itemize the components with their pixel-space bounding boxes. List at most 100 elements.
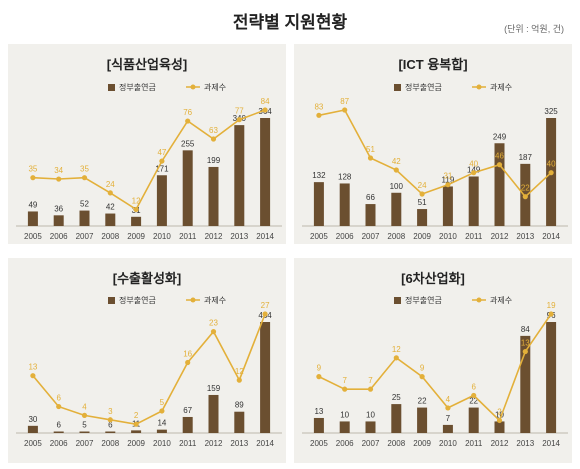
line-value-label: 12: [132, 196, 141, 205]
line-point: [81, 175, 88, 181]
bar-value-label: 171: [155, 164, 169, 173]
x-tick-label: 2011: [465, 232, 483, 241]
line-value-label: 2: [134, 411, 139, 420]
line-point: [159, 408, 165, 414]
line-point: [30, 175, 36, 181]
x-tick-label: 2006: [50, 439, 68, 448]
line-point: [81, 412, 88, 418]
x-tick-label: 2007: [76, 232, 94, 241]
line-value-label: 24: [106, 180, 115, 189]
line-point: [419, 374, 425, 380]
line-point: [107, 190, 113, 196]
x-tick-label: 2005: [310, 232, 328, 241]
series-line-path: [32, 313, 266, 426]
line-value-label: 5: [160, 398, 165, 407]
line-point: [471, 170, 477, 176]
bar-value-label: 10: [495, 410, 504, 419]
series-bars: 132 128 66 100 51 119 149 249 187 325: [312, 107, 558, 226]
line-point: [236, 117, 242, 123]
chart-title: [6차산업화]: [401, 271, 465, 286]
bar-value-label: 119: [442, 175, 455, 184]
chart-svg: [식품산업육성]정부출연금과제수493652423117125519934036…: [16, 57, 282, 241]
x-tick-label: 2014: [256, 439, 274, 448]
legend-label-bar: 정부출연금: [119, 82, 156, 92]
line-value-label: 3: [108, 407, 113, 416]
line-point: [236, 377, 242, 383]
line-value-label: 84: [261, 97, 270, 106]
legend-label-line: 과제수: [204, 83, 226, 92]
series-line-path: [318, 313, 552, 422]
bar-value-label: 7: [446, 414, 451, 423]
series-bars: 13 10 10 25 22 7 22 10 84 9 6: [313, 311, 557, 433]
bar: [208, 394, 219, 433]
x-tick-label: 2010: [439, 439, 457, 448]
bar: [131, 430, 142, 433]
bar-value-label: 6: [108, 421, 113, 430]
bar-value-label: 51: [418, 198, 427, 207]
line-point: [548, 311, 554, 317]
line-value-label: 6: [56, 394, 61, 403]
line-point: [262, 311, 268, 317]
series-line-path: [318, 109, 552, 198]
line-value-label: 31: [443, 172, 452, 181]
series-line: 9 7 7 12 9 4 6 2 13 19: [316, 301, 556, 424]
line-point: [419, 191, 425, 197]
line-value-label: 9: [317, 364, 322, 373]
bar: [105, 431, 116, 433]
line-value-label: 63: [209, 126, 218, 135]
x-tick-label: 2005: [24, 439, 42, 448]
line-point: [210, 136, 217, 142]
series-line: 35 34 35 24 12 47 76 63 77 84: [28, 97, 270, 213]
x-tick-label: 2009: [413, 232, 431, 241]
x-tick-label: 2011: [179, 232, 197, 241]
bar: [365, 421, 376, 433]
bar: [313, 182, 324, 226]
line-value-label: 19: [547, 301, 556, 310]
bar-value-label: 159: [207, 384, 221, 393]
legend-label-bar: 정부출연금: [405, 295, 442, 305]
bar-value-label: 42: [106, 203, 115, 212]
chart-panel-sixth-industry: [6차산업화] 정부출연금 과제수 13 10 10 25 22 7 22 10 84 9 6 2005 20…: [294, 258, 572, 463]
line-value-label: 51: [366, 145, 375, 154]
bar-value-label: 25: [392, 393, 401, 402]
chart-title: [식품산업육성]: [107, 57, 187, 72]
bar-value-label: 84: [521, 325, 530, 334]
line-value-label: 42: [392, 157, 401, 166]
x-tick-label: 2010: [439, 232, 457, 241]
x-tick-label: 2006: [336, 232, 354, 241]
x-tick-label: 2008: [387, 439, 405, 448]
line-point: [548, 170, 554, 176]
page-title: 전략별 지원현황: [232, 13, 348, 32]
bar-value-label: 52: [80, 200, 89, 209]
x-tick-label: 2005: [24, 232, 42, 241]
legend-swatch-bar: [394, 297, 401, 304]
line-value-label: 77: [235, 107, 244, 116]
line-point: [185, 118, 191, 124]
bar: [208, 166, 219, 226]
line-value-label: 22: [521, 184, 530, 193]
x-tick-label: 2008: [101, 439, 119, 448]
x-tick-label: 2012: [205, 439, 223, 448]
legend-label-bar: 정부출연금: [405, 82, 442, 92]
x-tick-label: 2011: [465, 439, 483, 448]
bar: [27, 425, 38, 433]
legend-swatch-bar: [394, 84, 401, 91]
bar: [339, 421, 350, 433]
bar: [234, 411, 245, 433]
line-value-label: 4: [446, 395, 451, 404]
line-value-label: 6: [471, 382, 476, 391]
line-point: [159, 158, 165, 164]
legend-marker-line: [476, 84, 482, 90]
bar: [391, 404, 402, 433]
line-point: [56, 176, 62, 182]
bar: [131, 216, 142, 226]
chart-panel-export-promotion: [수출활성화]정부출연금과제수3065611146715989464200520…: [8, 258, 286, 463]
line-point: [393, 355, 399, 361]
line-value-label: 35: [28, 165, 37, 174]
chart-svg: [6차산업화] 정부출연금 과제수 13 10 10 25 22 7 22 10 84 9 6 2005 20…: [302, 271, 568, 448]
bar-value-label: 14: [157, 419, 166, 428]
bar: [156, 429, 167, 433]
line-value-label: 23: [209, 319, 218, 328]
bar: [182, 150, 193, 226]
